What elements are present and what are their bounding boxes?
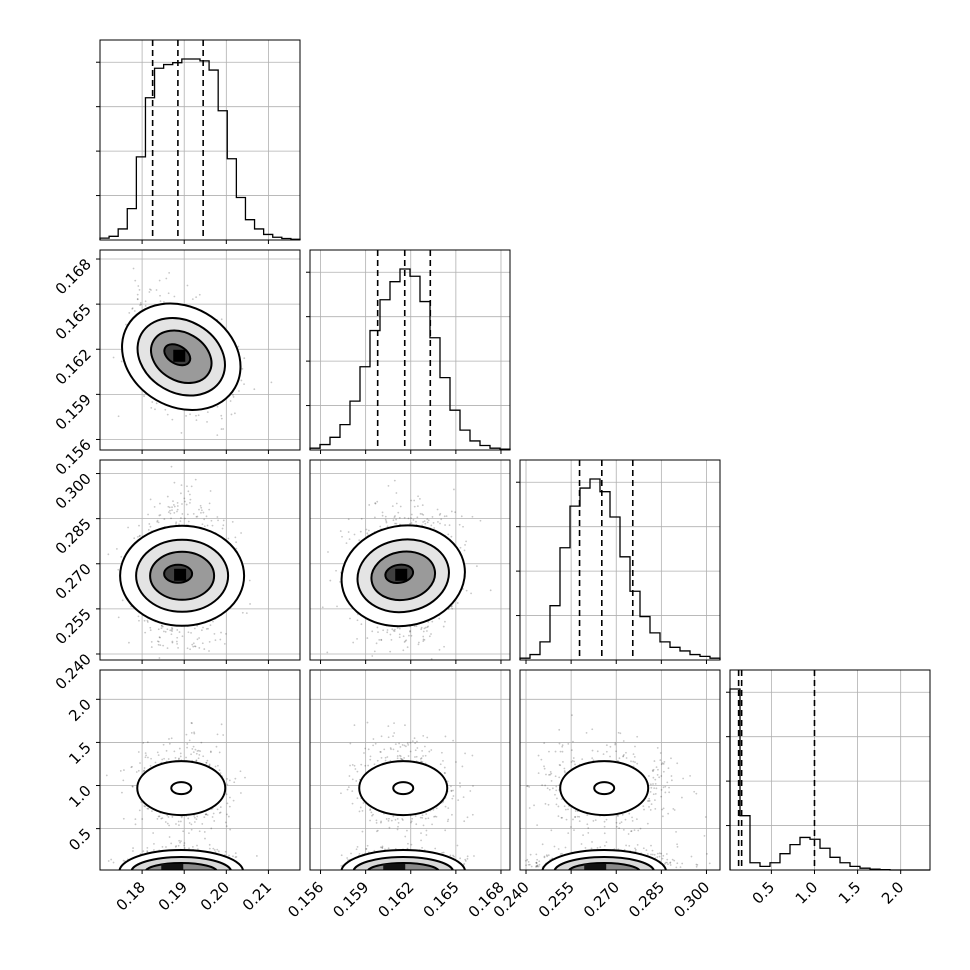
x-tick-label: 0.162 — [374, 878, 417, 921]
x-tick-label: 1.5 — [835, 878, 865, 908]
histogram-line — [309, 268, 511, 450]
x-tick-label: 2.0 — [878, 878, 908, 908]
x-tick-label: 0.18 — [113, 878, 149, 914]
hist-panel-4 — [726, 669, 931, 871]
hist-panel-1 — [96, 39, 301, 241]
density-peak — [383, 864, 406, 870]
contour-upper-inner — [593, 781, 616, 796]
scatter-panel-4-1 — [99, 669, 301, 871]
density-peak — [173, 349, 186, 362]
y-tick-label: 0.285 — [52, 515, 95, 558]
y-tick-label: 0.162 — [52, 345, 95, 388]
x-tick-label: 0.255 — [535, 878, 578, 921]
y-tick-label: 0.270 — [52, 560, 95, 603]
hist-panel-3 — [516, 459, 721, 661]
y-tick-label: 0.156 — [52, 436, 95, 479]
histogram-line — [519, 478, 721, 660]
contour-upper-inner — [392, 781, 415, 796]
density-peak — [395, 568, 408, 581]
scatter-panel-3-1 — [99, 459, 301, 661]
y-tick-label: 0.165 — [52, 300, 95, 343]
contour-upper-inner — [170, 781, 193, 796]
y-tick-label: 0.168 — [52, 255, 95, 298]
y-tick-label: 0.159 — [52, 390, 95, 433]
y-tick-label: 2.0 — [65, 695, 95, 725]
x-tick-label: 1.0 — [792, 878, 822, 908]
x-tick-label: 0.156 — [284, 878, 327, 921]
x-tick-label: 0.21 — [239, 878, 275, 914]
scatter-panel-3-2 — [309, 459, 511, 661]
x-tick-label: 0.19 — [155, 878, 191, 914]
density-peak — [174, 568, 187, 581]
x-tick-label: 0.5 — [749, 878, 779, 908]
y-tick-label: 0.255 — [52, 605, 95, 648]
histogram-line — [99, 58, 301, 240]
x-tick-label: 0.159 — [329, 878, 372, 921]
x-tick-label: 0.300 — [670, 878, 713, 921]
x-tick-label: 0.285 — [625, 878, 668, 921]
y-tick-label: 0.240 — [52, 650, 95, 693]
scatter-panel-4-2 — [309, 669, 511, 871]
y-tick-label: 1.0 — [65, 782, 95, 812]
y-tick-label: 0.300 — [52, 470, 95, 513]
density-peak — [161, 864, 184, 870]
density-peak — [584, 864, 607, 870]
x-tick-label: 0.165 — [420, 878, 463, 921]
y-tick-label: 0.5 — [65, 825, 95, 855]
hist-panel-2 — [306, 249, 511, 451]
scatter-panel-2-1 — [99, 249, 301, 451]
y-tick-label: 1.5 — [65, 739, 95, 769]
x-tick-label: 0.20 — [197, 878, 233, 914]
scatter-panel-4-3 — [519, 669, 721, 871]
x-tick-label: 0.270 — [580, 878, 623, 921]
